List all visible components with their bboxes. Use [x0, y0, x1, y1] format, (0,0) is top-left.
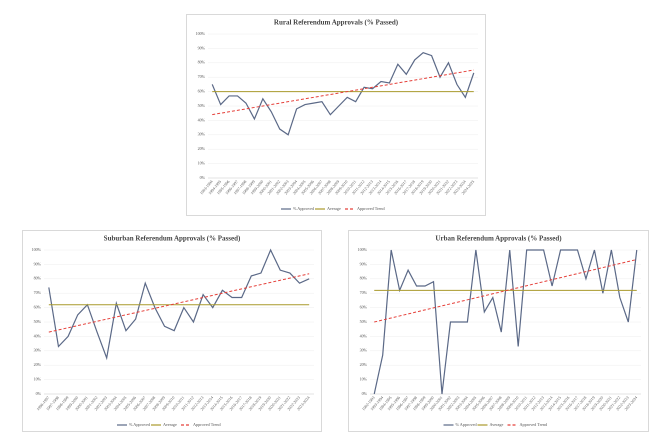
panel-border	[186, 14, 486, 216]
legend-label: Average	[490, 422, 504, 427]
series-line	[48, 273, 310, 333]
y-tick-label: 0%	[362, 391, 368, 396]
legend-label: Average	[327, 206, 341, 211]
legend-label: % Approved	[456, 422, 478, 427]
y-tick-label: 60%	[360, 305, 368, 310]
y-tick-label: 90%	[198, 45, 206, 50]
y-tick-label: 60%	[198, 89, 206, 94]
y-tick-label: 20%	[34, 362, 42, 367]
y-tick-label: 70%	[34, 290, 42, 295]
y-tick-label: 50%	[198, 103, 206, 108]
legend-label: Approved Trend	[193, 422, 221, 427]
legend-label: Approved Trend	[520, 422, 548, 427]
series-line	[211, 52, 475, 136]
y-tick-label: 50%	[360, 319, 368, 324]
y-tick-label: 70%	[360, 290, 368, 295]
y-tick-label: 0%	[36, 391, 42, 396]
y-tick-label: 30%	[360, 348, 368, 353]
legend-label: Average	[163, 422, 177, 427]
panel-border	[348, 230, 649, 432]
y-tick-label: 80%	[198, 60, 206, 65]
y-tick-label: 100%	[32, 247, 42, 252]
chart-title: Urban Referendum Approvals (% Passed)	[435, 235, 562, 243]
y-tick-label: 10%	[34, 377, 42, 382]
y-tick-label: 30%	[34, 348, 42, 353]
y-tick-label: 60%	[34, 305, 42, 310]
y-tick-label: 50%	[34, 319, 42, 324]
chart-panel: Rural Referendum Approvals (% Passed) 0% 1…	[186, 14, 486, 216]
y-tick-label: 30%	[198, 132, 206, 137]
chart-panel: Urban Referendum Approvals (% Passed) 0% 1…	[348, 230, 649, 432]
y-tick-label: 20%	[360, 362, 368, 367]
y-tick-label: 100%	[196, 31, 206, 36]
legend-label: % Approved	[293, 206, 315, 211]
y-tick-label: 10%	[360, 377, 368, 382]
y-tick-label: 20%	[198, 146, 206, 151]
y-tick-label: 70%	[198, 74, 206, 79]
chart-panel: Suburban Referendum Approvals (% Passed)…	[22, 230, 322, 432]
y-tick-label: 10%	[198, 161, 206, 166]
y-tick-label: 80%	[360, 276, 368, 281]
y-tick-label: 40%	[360, 333, 368, 338]
y-tick-label: 40%	[34, 333, 42, 338]
series-line	[48, 248, 310, 361]
panel-border	[22, 230, 322, 432]
y-tick-label: 80%	[34, 276, 42, 281]
y-tick-label: 100%	[358, 247, 368, 252]
legend-label: % Approved	[129, 422, 151, 427]
y-tick-label: 90%	[34, 261, 42, 266]
y-tick-label: 90%	[360, 261, 368, 266]
series-line	[373, 249, 638, 395]
y-tick-label: 0%	[200, 175, 206, 180]
chart-title: Rural Referendum Approvals (% Passed)	[274, 19, 399, 27]
y-tick-label: 40%	[198, 117, 206, 122]
legend-label: Approved Trend	[357, 206, 385, 211]
chart-title: Suburban Referendum Approvals (% Passed)	[104, 235, 241, 243]
series-line	[212, 69, 474, 116]
